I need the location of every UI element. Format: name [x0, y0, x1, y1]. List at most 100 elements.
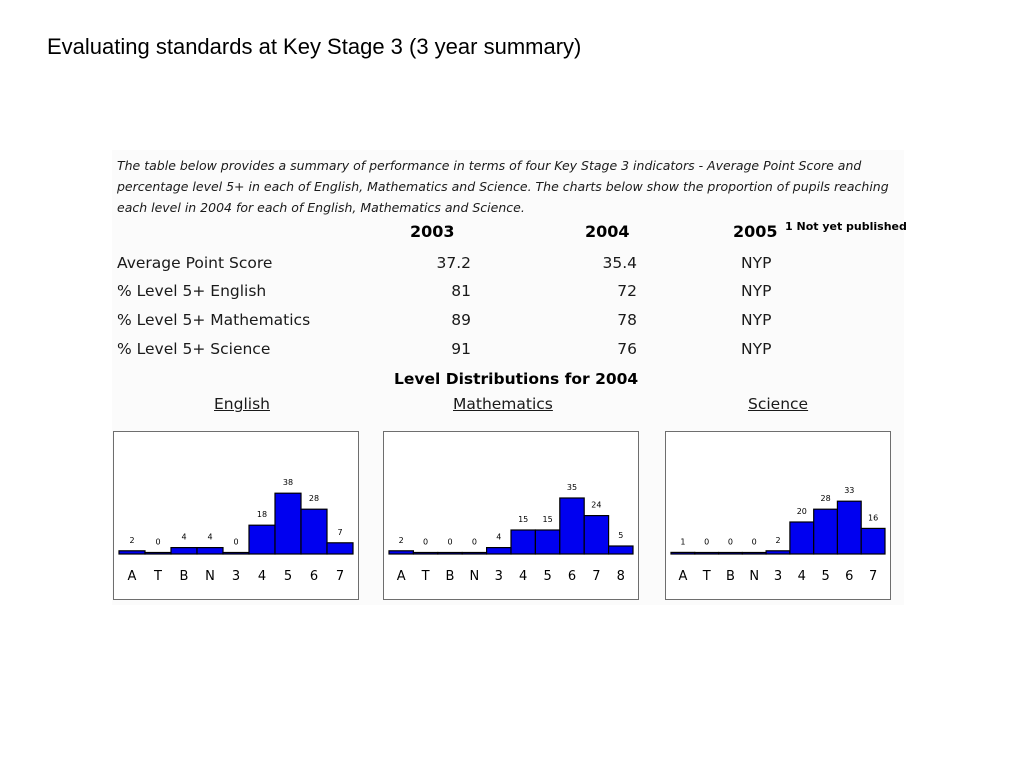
- footnote: 1 Not yet published: [785, 220, 907, 233]
- cell-2004: 78: [617, 311, 637, 329]
- data-label: 1: [680, 537, 685, 546]
- data-label: 0: [447, 538, 452, 547]
- tick-label: 7: [869, 569, 877, 584]
- intro-paragraph: The table below provides a summary of pe…: [117, 155, 904, 218]
- chart-english-svg: 2 A 0 T 4 B 4 N 0 3 18 4 38 5 28 6 7 7: [118, 478, 354, 584]
- data-label: 2: [775, 536, 780, 545]
- tick-label: T: [702, 569, 711, 584]
- data-label: 35: [567, 483, 577, 492]
- data-label: 2: [399, 536, 404, 545]
- cell-2003: 91: [451, 340, 471, 358]
- chart-title-english: English: [214, 395, 270, 413]
- tick-label: 4: [258, 569, 266, 584]
- data-label: 5: [618, 531, 623, 540]
- distribution-heading: Level Distributions for 2004: [394, 370, 639, 388]
- bar-3: [485, 546, 512, 555]
- data-label: 0: [704, 538, 709, 547]
- cell-2004: 72: [617, 282, 637, 300]
- data-label: 28: [309, 494, 319, 503]
- data-label: 4: [181, 533, 186, 542]
- tick-label: 7: [592, 569, 600, 584]
- bar-6: [559, 497, 585, 555]
- tick-label: 6: [310, 569, 318, 584]
- tick-label: 5: [284, 569, 292, 584]
- row-label: % Level 5+ Mathematics: [117, 311, 311, 329]
- tick-label: 3: [774, 569, 782, 584]
- data-label: 15: [543, 515, 553, 524]
- tick-label: 6: [845, 569, 853, 584]
- cell-2005: NYP: [741, 340, 772, 358]
- year-header-2005: 2005: [733, 222, 778, 241]
- cell-2005: NYP: [741, 254, 772, 272]
- year-header-2004: 2004: [585, 222, 630, 241]
- bar-B: [170, 546, 198, 555]
- bar-4: [510, 529, 536, 555]
- data-label: 0: [472, 538, 477, 547]
- bar-5: [534, 529, 561, 555]
- data-label: 28: [821, 494, 831, 503]
- data-label: 18: [257, 510, 267, 519]
- row-label: % Level 5+ Science: [117, 340, 271, 358]
- tick-label: N: [749, 569, 759, 584]
- tick-label: 6: [568, 569, 576, 584]
- data-label: 4: [207, 533, 212, 542]
- cell-2003: 89: [451, 311, 471, 329]
- data-label: 33: [844, 486, 854, 495]
- chart-english: 2 A 0 T 4 B 4 N 0 3 18 4 38 5 28 6 7 7: [113, 431, 359, 600]
- data-label: 38: [283, 478, 293, 487]
- tick-label: 3: [232, 569, 240, 584]
- chart-mathematics-svg: 2 A 0 T 0 B 0 N 4 3 15 4 15 5 35 6 24 7 5 8: [388, 483, 634, 584]
- row-label: % Level 5+ English: [117, 282, 267, 300]
- data-label: 0: [728, 538, 733, 547]
- chart-title-mathematics: Mathematics: [453, 395, 553, 413]
- bar-7: [860, 527, 886, 555]
- bar-8: [608, 545, 634, 555]
- intro-line: percentage level 5+ in each of English, …: [117, 179, 889, 194]
- bar-7: [326, 542, 354, 555]
- tick-label: A: [128, 569, 137, 584]
- data-label: 0: [423, 538, 428, 547]
- bar-7: [583, 514, 610, 555]
- bar-6: [836, 500, 862, 555]
- slide-title: Evaluating standards at Key Stage 3 (3 y…: [47, 34, 582, 59]
- tick-label: A: [678, 569, 687, 584]
- chart-title-science: Science: [748, 395, 809, 413]
- cell-2004: 35.4: [602, 254, 637, 272]
- tick-label: B: [446, 569, 455, 584]
- data-label: 0: [155, 538, 160, 547]
- tick-label: A: [397, 569, 406, 584]
- data-label: 15: [518, 515, 528, 524]
- row-label: Average Point Score: [117, 254, 273, 272]
- tick-label: B: [180, 569, 189, 584]
- tick-label: 4: [798, 569, 806, 584]
- data-label: 4: [496, 533, 501, 542]
- tick-label: 7: [336, 569, 344, 584]
- chart-science-svg: 1 A 0 T 0 B 0 N 2 3 20 4 28 5 33 6 16 7: [670, 486, 886, 584]
- tick-label: 4: [519, 569, 527, 584]
- year-header-2003: 2003: [410, 222, 455, 241]
- tick-label: T: [421, 569, 430, 584]
- tick-label: 5: [821, 569, 829, 584]
- data-label: 20: [797, 507, 807, 516]
- tick-label: T: [153, 569, 162, 584]
- bar-5: [813, 508, 839, 555]
- bar-5: [274, 492, 302, 555]
- intro-line: each level in 2004 for each of English, …: [117, 200, 525, 215]
- chart-mathematics: 2 A 0 T 0 B 0 N 4 3 15 4 15 5 35 6 24 7 5 8: [383, 431, 639, 600]
- data-label: 2: [129, 536, 134, 545]
- scanned-report-excerpt: The table below provides a summary of pe…: [112, 150, 907, 605]
- bar-4: [248, 524, 276, 555]
- tick-label: 3: [495, 569, 503, 584]
- cell-2003: 81: [451, 282, 471, 300]
- data-label: 0: [752, 538, 757, 547]
- data-label: 0: [233, 538, 238, 547]
- cell-2004: 76: [617, 340, 637, 358]
- data-label: 24: [591, 501, 601, 510]
- bar-6: [300, 508, 328, 555]
- data-label: 16: [868, 513, 878, 522]
- cell-2005: NYP: [741, 282, 772, 300]
- cell-2003: 37.2: [436, 254, 471, 272]
- bar-4: [789, 521, 815, 555]
- tick-label: 8: [617, 569, 625, 584]
- tick-label: N: [205, 569, 215, 584]
